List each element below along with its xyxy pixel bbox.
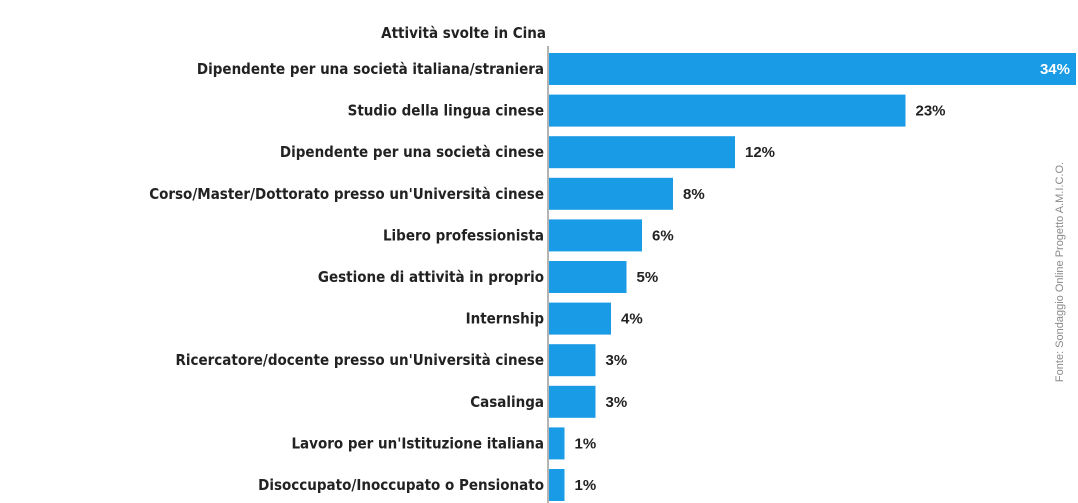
category-label-8: Ricercatore/docente presso un'Università… — [175, 351, 544, 369]
category-label-11: Disoccupato/Inoccupato o Pensionato — [258, 476, 544, 494]
category-label-5: Libero professionista — [383, 226, 544, 244]
value-label-10: 1% — [575, 435, 597, 452]
bar-2 — [549, 94, 906, 127]
bar-7 — [549, 302, 611, 335]
value-label-11: 1% — [575, 477, 597, 494]
value-label-8: 3% — [606, 352, 628, 369]
category-label-4: Corso/Master/Dottorato presso un'Univers… — [149, 185, 544, 203]
bar-6 — [549, 261, 627, 293]
category-label-1: Dipendente per una società italiana/stra… — [197, 60, 544, 78]
category-labels-group: Dipendente per una società italiana/stra… — [149, 60, 544, 494]
value-label-6: 5% — [637, 269, 659, 286]
bar-10 — [549, 427, 565, 460]
value-label-1: 34% — [1040, 61, 1070, 78]
category-label-9: Casalinga — [470, 393, 544, 411]
value-label-9: 3% — [606, 394, 628, 411]
bar-9 — [549, 385, 596, 418]
value-label-5: 6% — [652, 227, 674, 244]
chart-title: Attività svolte in Cina — [381, 24, 546, 42]
category-label-6: Gestione di attività in proprio — [318, 268, 544, 286]
value-label-4: 8% — [683, 186, 705, 203]
value-label-7: 4% — [621, 311, 643, 328]
source-note: Fonte: Sondaggio Online Progetto A.M.I.C… — [1054, 162, 1066, 382]
category-label-3: Dipendente per una società cinese — [280, 143, 544, 161]
value-label-3: 12% — [745, 144, 775, 161]
category-label-10: Lavoro per un'Istituzione italiana — [291, 434, 544, 452]
category-label-7: Internship — [466, 310, 545, 328]
value-label-2: 23% — [916, 103, 946, 120]
category-label-2: Studio della lingua cinese — [348, 102, 544, 120]
bars-group — [549, 53, 1076, 501]
bar-4 — [549, 177, 673, 210]
bar-8 — [549, 344, 596, 377]
bar-5 — [549, 219, 642, 252]
value-labels-group: 34% 23% 12% 8% 6% 5% 4% 3% 3% 1% 1% — [575, 61, 1071, 494]
bar-11 — [549, 469, 565, 501]
bar-3 — [549, 136, 735, 169]
bar-1 — [549, 53, 1076, 85]
